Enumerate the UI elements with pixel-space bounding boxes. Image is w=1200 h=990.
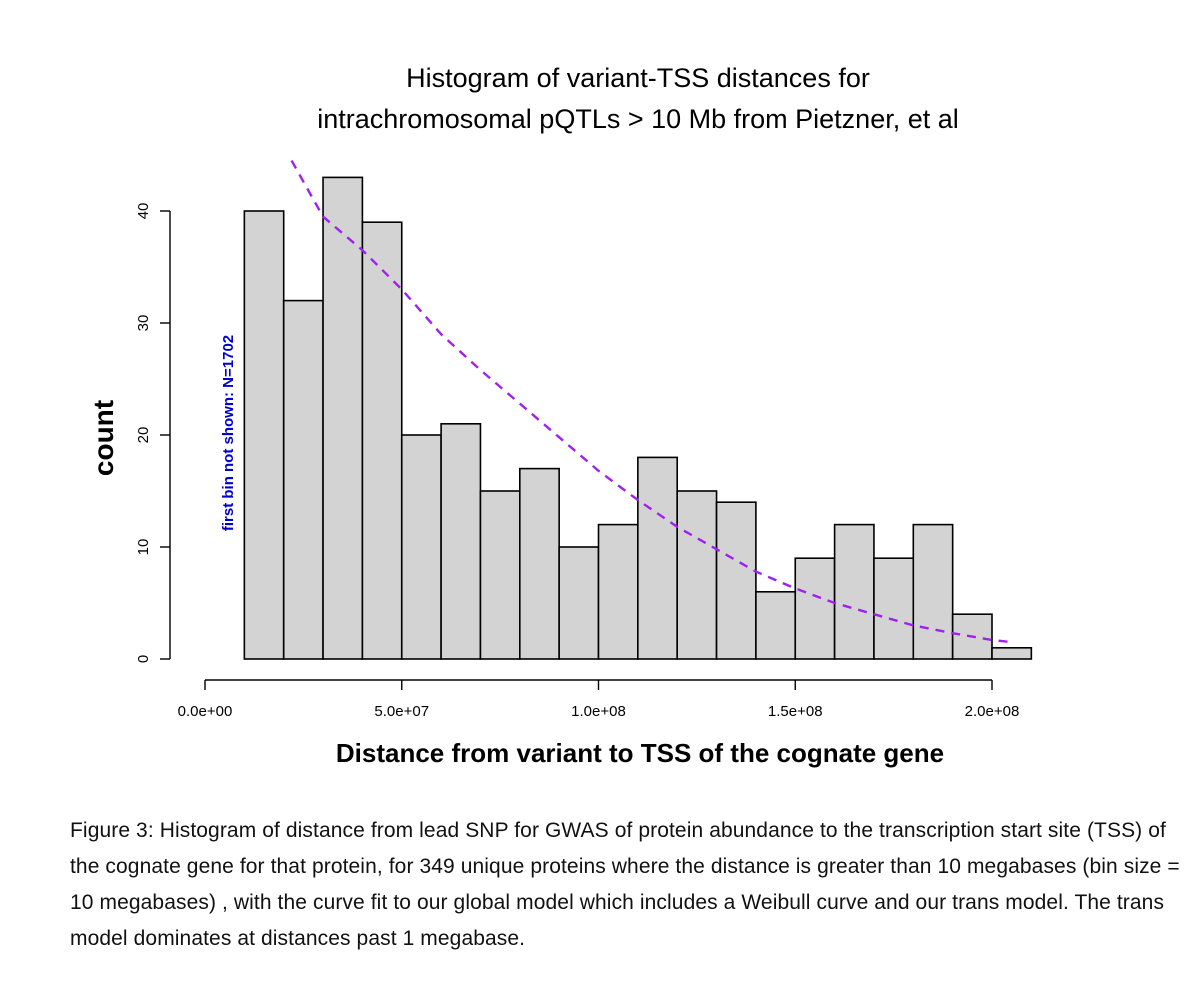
histogram-bar <box>518 467 560 660</box>
histogram-bar <box>479 490 521 660</box>
y-tick-label: 10 <box>135 539 152 556</box>
axes: 0.0e+00 5.0e+07 1.0e+08 1.5e+08 2.0e+08 0 10 20… <box>135 203 1019 720</box>
y-axis-label: count <box>88 400 119 476</box>
histogram-bar <box>755 590 797 660</box>
chart-title-line-1: Histogram of variant-TSS distances for <box>406 63 870 93</box>
histogram-bar <box>794 557 836 660</box>
chart-title-line-2: intrachromosomal pQTLs > 10 Mb from Piet… <box>317 104 959 134</box>
x-tick-label: 1.0e+08 <box>571 703 626 720</box>
first-bin-annotation: first bin not shown: N=1702 <box>220 335 237 531</box>
histogram-bar <box>282 299 324 660</box>
histogram-bar <box>558 546 600 660</box>
histogram-bar <box>597 523 639 660</box>
x-axis-label: Distance from variant to TSS of the cogn… <box>336 738 944 768</box>
y-tick-label: 0 <box>135 655 152 663</box>
histogram-bar <box>637 456 678 660</box>
histogram-bar <box>361 221 403 660</box>
histogram-bar <box>243 210 285 660</box>
y-tick-label: 20 <box>135 427 152 444</box>
histogram-bar <box>400 434 442 660</box>
x-tick-label: 5.0e+07 <box>374 703 429 720</box>
chart-title: Histogram of variant-TSS distances for in… <box>317 63 959 134</box>
y-tick-label: 30 <box>135 315 152 332</box>
bars <box>243 176 1033 660</box>
histogram-bar <box>991 646 1033 660</box>
fit-curve <box>290 160 1012 644</box>
figure-caption: Figure 3: Histogram of distance from lea… <box>70 819 1180 950</box>
histogram-bar <box>833 523 875 660</box>
histogram-chart: Histogram of variant-TSS distances for in… <box>88 63 1033 768</box>
histogram-bar <box>676 490 718 660</box>
histogram-bar <box>440 422 482 660</box>
histogram-bar <box>873 557 915 660</box>
y-tick-label: 40 <box>135 203 152 220</box>
histogram-bar <box>322 176 364 660</box>
x-tick-label: 1.5e+08 <box>768 703 823 720</box>
histogram-bar <box>912 523 954 660</box>
x-tick-label: 0.0e+00 <box>178 703 233 720</box>
histogram-bar <box>715 501 757 660</box>
fit-curve-layer <box>290 160 1012 644</box>
x-tick-label: 2.0e+08 <box>965 703 1020 720</box>
